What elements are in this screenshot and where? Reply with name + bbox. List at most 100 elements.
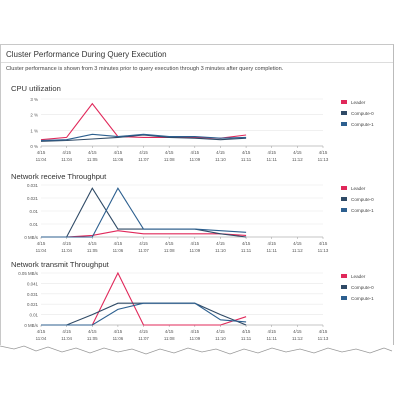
x-tick-date: 4/15: [139, 241, 148, 246]
x-tick-date: 4/15: [191, 329, 200, 334]
x-tick-date: 4/15: [191, 241, 200, 246]
x-tick-date: 4/15: [242, 329, 251, 334]
y-tick-label: 0 MB/s: [24, 235, 38, 240]
compute-0-series-line: [41, 187, 247, 238]
x-tick-time: 11:11: [241, 248, 252, 253]
x-tick-time: 11:10: [215, 157, 226, 162]
cpu-chart-title: CPU utilization: [11, 84, 61, 93]
legend-label-compute-1[interactable]: Compute-1: [351, 296, 374, 301]
cluster-performance-panel: Cluster Performance During Query Executi…: [0, 44, 394, 345]
network-receive-chart-title: Network receive Throughput: [11, 172, 107, 181]
x-tick-time: 11:07: [138, 157, 149, 162]
x-tick-date: 4/15: [191, 150, 200, 155]
x-tick-date: 4/15: [88, 329, 97, 334]
x-tick-date: 4/15: [319, 329, 328, 334]
network-transmit-chart-title: Network transmit Throughput: [11, 260, 109, 269]
x-tick-time: 11:05: [87, 336, 98, 341]
compute-1-series-line: [40, 133, 247, 142]
x-tick-date: 4/15: [165, 241, 174, 246]
x-tick-time: 11:12: [292, 248, 303, 253]
x-tick-date: 4/15: [293, 150, 302, 155]
legend-swatch-leader: [341, 274, 347, 278]
legend-swatch-compute-0: [341, 285, 347, 289]
legend-label-compute-0[interactable]: Compute-0: [351, 111, 374, 116]
x-tick-time: 11:06: [113, 248, 124, 253]
x-tick-date: 4/15: [165, 329, 174, 334]
x-tick-date: 4/15: [319, 150, 328, 155]
x-tick-date: 4/15: [242, 241, 251, 246]
x-tick-time: 11:12: [292, 157, 303, 162]
y-tick-label: 0 MB/s: [24, 323, 38, 328]
x-tick-date: 4/15: [88, 241, 97, 246]
x-tick-time: 11:11: [241, 157, 252, 162]
y-tick-label: 0 %: [30, 144, 38, 149]
x-tick-time: 11:07: [138, 336, 149, 341]
x-tick-time: 11:04: [36, 336, 47, 341]
x-tick-date: 4/15: [139, 329, 148, 334]
x-tick-date: 4/15: [216, 329, 225, 334]
title-divider: [1, 62, 393, 63]
x-tick-date: 4/15: [319, 241, 328, 246]
legend-swatch-compute-0: [341, 111, 347, 115]
compute-0-series-line: [40, 134, 247, 142]
compute-1-series-line: [41, 302, 247, 326]
x-tick-date: 4/15: [114, 241, 123, 246]
x-tick-date: 4/15: [216, 150, 225, 155]
legend-swatch-compute-0: [341, 197, 347, 201]
compute-1-series-line: [41, 187, 247, 238]
x-tick-time: 11:04: [36, 157, 47, 162]
x-tick-time: 11:04: [61, 157, 72, 162]
y-tick-label: 0.01: [29, 222, 38, 227]
x-tick-time: 11:11: [241, 336, 252, 341]
y-tick-label: 0.031: [27, 183, 39, 188]
legend-label-compute-0[interactable]: Compute-0: [351, 285, 374, 290]
x-tick-date: 4/15: [293, 241, 302, 246]
x-tick-time: 11:08: [164, 336, 175, 341]
legend-label-leader[interactable]: Leader: [351, 274, 366, 279]
x-tick-time: 11:13: [318, 248, 329, 253]
x-tick-time: 11:10: [215, 248, 226, 253]
y-tick-label: 0.01: [29, 209, 38, 214]
x-tick-time: 11:08: [164, 248, 175, 253]
x-tick-date: 4/15: [114, 150, 123, 155]
x-tick-date: 4/15: [37, 329, 46, 334]
x-tick-time: 11:09: [189, 157, 200, 162]
y-tick-label: 0.021: [27, 302, 39, 307]
y-tick-label: 1 %: [30, 128, 38, 133]
x-tick-date: 4/15: [37, 150, 46, 155]
x-tick-date: 4/15: [139, 150, 148, 155]
y-tick-label: 0.041: [27, 281, 39, 286]
x-tick-time: 11:05: [87, 248, 98, 253]
network-receive-chart: 0 MB/s 0.01 0.01 0.021 0.031 4/15 11:04 4/15 11:…: [24, 183, 374, 253]
legend-label-leader[interactable]: Leader: [351, 100, 366, 105]
legend-swatch-compute-1: [341, 122, 347, 126]
x-tick-date: 4/15: [114, 329, 123, 334]
x-tick-time: 11:06: [113, 336, 124, 341]
x-tick-date: 4/15: [37, 241, 46, 246]
legend-label-compute-1[interactable]: Compute-1: [351, 208, 374, 213]
x-tick-time: 11:11: [267, 248, 278, 253]
x-tick-time: 11:06: [113, 157, 124, 162]
compute-0-series-line: [41, 302, 247, 326]
x-tick-date: 4/15: [62, 329, 71, 334]
x-tick-date: 4/15: [216, 241, 225, 246]
x-tick-date: 4/15: [267, 150, 276, 155]
legend-label-compute-0[interactable]: Compute-0: [351, 197, 374, 202]
x-tick-time: 11:12: [292, 336, 303, 341]
x-tick-time: 11:09: [189, 336, 200, 341]
legend-label-compute-1[interactable]: Compute-1: [351, 122, 374, 127]
x-tick-time: 11:11: [267, 157, 278, 162]
panel-title: Cluster Performance During Query Executi…: [6, 50, 167, 59]
y-tick-label: 0.031: [27, 292, 39, 297]
legend-swatch-leader: [341, 186, 347, 190]
x-tick-time: 11:04: [61, 248, 72, 253]
x-tick-time: 11:09: [189, 248, 200, 253]
cpu-utilization-chart: 0 % 1 % 2 % 3 % 4/15 11:04 4/15 11:04 4/15 11:05 4…: [30, 97, 374, 162]
x-tick-date: 4/15: [293, 329, 302, 334]
x-tick-time: 11:13: [318, 336, 329, 341]
legend-label-leader[interactable]: Leader: [351, 186, 366, 191]
y-tick-label: 2 %: [30, 113, 38, 118]
network-transmit-chart: 0 MB/s 0.01 0.021 0.031 0.041 0.05 MB/s 4/15 11…: [18, 271, 374, 341]
x-tick-time: 11:13: [318, 157, 329, 162]
x-tick-date: 4/15: [165, 150, 174, 155]
